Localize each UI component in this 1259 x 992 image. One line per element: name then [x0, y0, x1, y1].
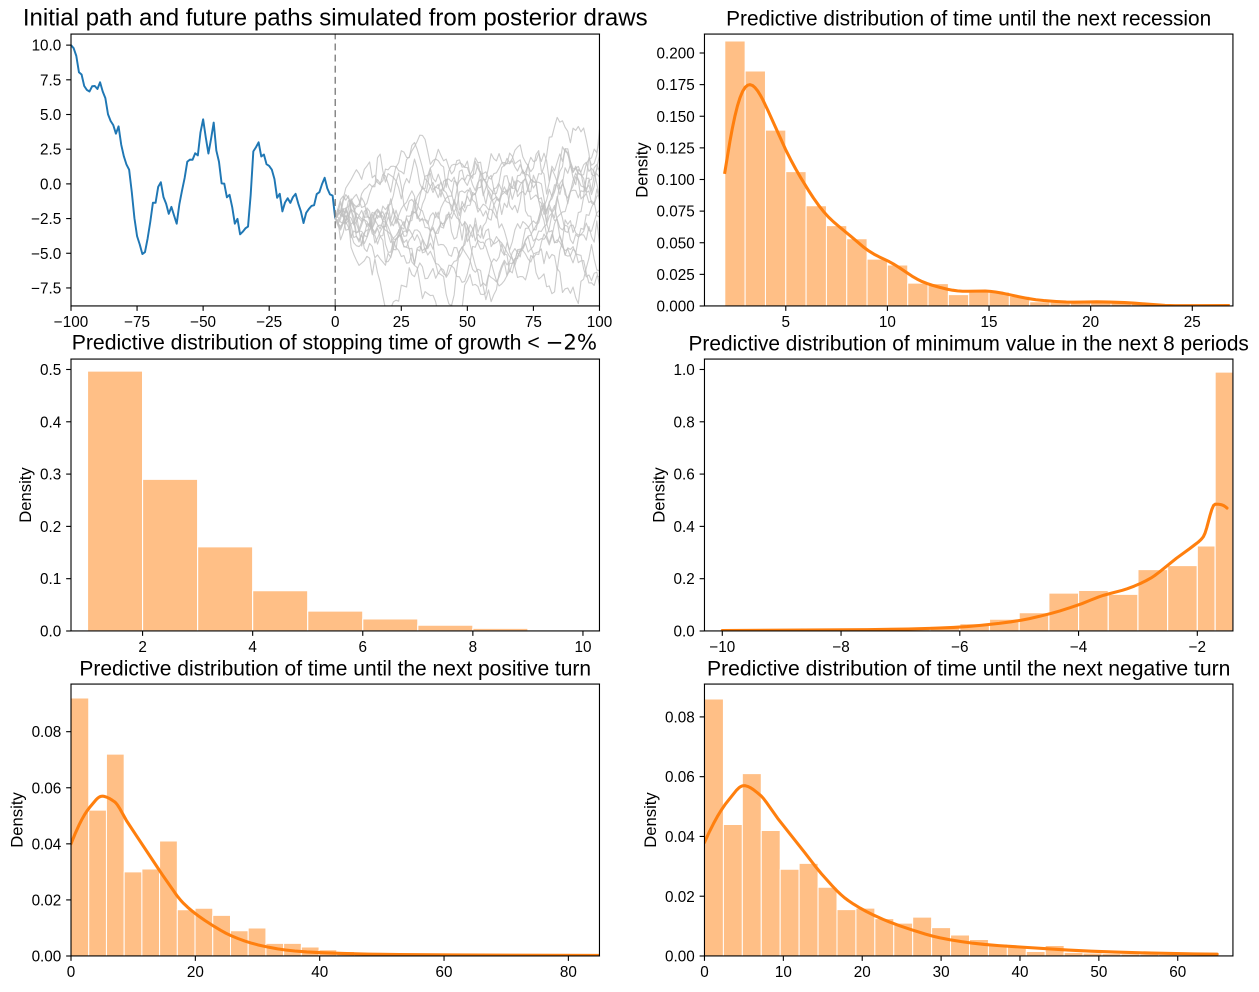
svg-text:6: 6: [359, 639, 368, 656]
svg-text:0.0: 0.0: [40, 624, 61, 641]
svg-text:0.04: 0.04: [665, 829, 695, 846]
svg-text:75: 75: [525, 314, 542, 331]
svg-text:0.150: 0.150: [657, 109, 695, 126]
svg-text:2.5: 2.5: [40, 142, 61, 159]
svg-text:15: 15: [981, 314, 998, 331]
svg-text:60: 60: [436, 964, 453, 981]
svg-text:25: 25: [1184, 314, 1201, 331]
svg-text:−50: −50: [190, 314, 216, 331]
svg-text:−6: −6: [951, 639, 968, 656]
svg-text:0.00: 0.00: [32, 949, 62, 966]
svg-text:20: 20: [1082, 314, 1099, 331]
svg-text:0.02: 0.02: [32, 892, 62, 909]
svg-text:8: 8: [469, 639, 478, 656]
svg-text:0.000: 0.000: [657, 299, 695, 316]
svg-text:−25: −25: [256, 314, 282, 331]
svg-text:0.6: 0.6: [674, 467, 695, 484]
svg-text:50: 50: [459, 314, 476, 331]
svg-text:0.08: 0.08: [665, 709, 695, 726]
svg-text:0.04: 0.04: [32, 836, 62, 853]
svg-text:Predictive distribution of tim: Predictive distribution of time until th…: [79, 658, 591, 681]
svg-text:Density: Density: [16, 467, 35, 523]
svg-text:20: 20: [854, 964, 871, 981]
svg-text:0.100: 0.100: [657, 172, 695, 189]
svg-text:−2: −2: [1189, 639, 1206, 656]
svg-text:0.1: 0.1: [40, 571, 61, 588]
svg-text:Predictive distribution of tim: Predictive distribution of time until th…: [707, 658, 1230, 681]
svg-text:0.0: 0.0: [674, 624, 695, 641]
svg-text:Density: Density: [641, 792, 660, 848]
svg-text:0.200: 0.200: [657, 46, 695, 63]
svg-text:−7.5: −7.5: [31, 280, 61, 297]
svg-text:0.2: 0.2: [40, 519, 61, 536]
svg-text:0.00: 0.00: [665, 949, 695, 966]
svg-text:10: 10: [775, 964, 792, 981]
svg-text:0.8: 0.8: [674, 414, 695, 431]
svg-text:1.0: 1.0: [674, 362, 695, 379]
svg-text:0.2: 0.2: [674, 571, 695, 588]
svg-text:5.0: 5.0: [40, 107, 61, 124]
svg-text:Density: Density: [633, 142, 652, 198]
svg-text:25: 25: [393, 314, 410, 331]
svg-text:100: 100: [587, 314, 612, 331]
svg-text:4: 4: [248, 639, 257, 656]
svg-text:P r e d: P r e d i c t i v e d i s t r i b u t i …: [72, 329, 597, 355]
svg-text:0.06: 0.06: [32, 780, 62, 797]
svg-text:0.08: 0.08: [32, 724, 62, 741]
svg-text:0.4: 0.4: [674, 519, 696, 536]
svg-text:5: 5: [782, 314, 791, 331]
svg-text:−8: −8: [832, 639, 849, 656]
svg-text:−10: −10: [709, 639, 735, 656]
svg-text:0.075: 0.075: [657, 204, 695, 221]
svg-text:0.4: 0.4: [40, 414, 62, 431]
svg-text:10: 10: [574, 639, 591, 656]
svg-text:−5.0: −5.0: [31, 246, 61, 263]
svg-text:Density: Density: [8, 792, 27, 848]
svg-text:0.3: 0.3: [40, 467, 61, 484]
svg-text:50: 50: [1090, 964, 1107, 981]
svg-text:40: 40: [311, 964, 328, 981]
svg-text:Predictive distribution of min: Predictive distribution of minimum value…: [689, 333, 1249, 356]
svg-text:2: 2: [138, 639, 147, 656]
svg-text:0: 0: [331, 314, 339, 331]
svg-text:0: 0: [700, 964, 709, 981]
svg-text:Predictive distribution of tim: Predictive distribution of time until th…: [726, 8, 1211, 31]
svg-text:0.0: 0.0: [40, 176, 61, 193]
svg-text:0.050: 0.050: [657, 235, 695, 252]
svg-text:40: 40: [1011, 964, 1028, 981]
svg-text:−75: −75: [124, 314, 150, 331]
svg-text:7.5: 7.5: [40, 72, 61, 89]
svg-text:60: 60: [1169, 964, 1186, 981]
svg-text:30: 30: [933, 964, 950, 981]
svg-text:0.5: 0.5: [40, 362, 61, 379]
svg-text:10.0: 10.0: [32, 38, 62, 55]
svg-text:80: 80: [560, 964, 577, 981]
svg-text:−100: −100: [54, 314, 88, 331]
svg-text:0.06: 0.06: [665, 769, 695, 786]
svg-text:Initial path and future paths: Initial path and future paths simulated …: [23, 5, 648, 32]
svg-text:10: 10: [879, 314, 896, 331]
svg-text:0.02: 0.02: [665, 889, 695, 906]
svg-text:0.175: 0.175: [657, 77, 695, 94]
svg-text:Density: Density: [650, 467, 669, 523]
svg-text:−2.5: −2.5: [31, 211, 61, 228]
svg-text:0.025: 0.025: [657, 267, 695, 284]
svg-text:20: 20: [187, 964, 204, 981]
svg-text:0.125: 0.125: [657, 140, 695, 157]
svg-text:0: 0: [67, 964, 75, 981]
svg-text:−4: −4: [1070, 639, 1088, 656]
